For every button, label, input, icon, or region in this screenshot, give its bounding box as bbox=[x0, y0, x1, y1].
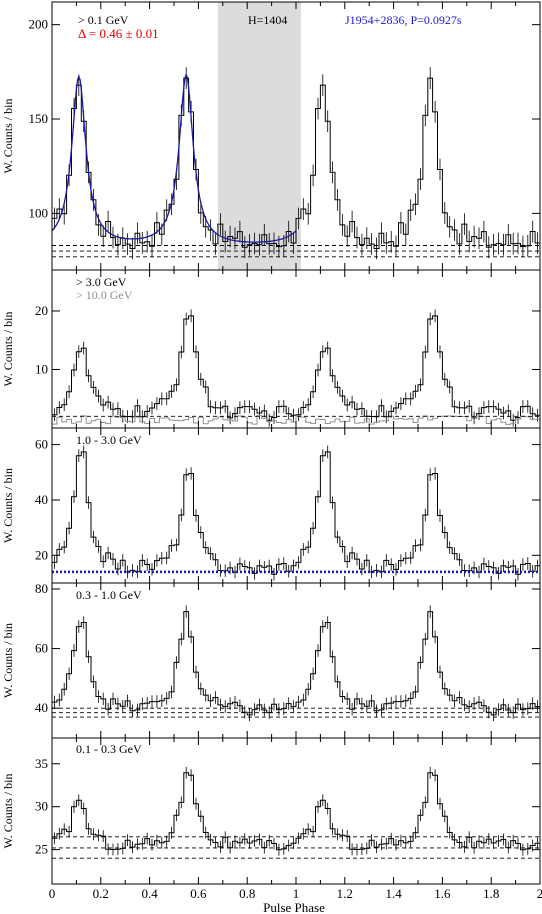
x-tick-label: 0 bbox=[49, 886, 56, 901]
x-tick-label: 1.6 bbox=[434, 886, 451, 901]
y-tick-label: 60 bbox=[35, 437, 48, 452]
y-axis-title: W. Counts / bin bbox=[1, 623, 15, 698]
pulsar-label: J1954+2836, P=0.0927s bbox=[345, 13, 462, 27]
energy-label-lowest: 0.1 - 0.3 GeV bbox=[76, 742, 142, 756]
y-tick-label: 40 bbox=[35, 492, 48, 507]
y-tick-label: 20 bbox=[35, 303, 48, 318]
panel-frame bbox=[51, 427, 541, 584]
x-tick-label: 0.4 bbox=[141, 886, 158, 901]
y-tick-label: 200 bbox=[29, 17, 49, 32]
x-tick-label: 2 bbox=[537, 886, 542, 901]
y-tick-label: 150 bbox=[29, 111, 49, 126]
panel-1: 100 150 200 W. Counts / bin bbox=[1, 1, 541, 271]
y-tick-label: 20 bbox=[35, 547, 48, 562]
panel-5: 25 30 35 W. Counts / bin bbox=[1, 737, 541, 885]
energy-label-hi1: > 3.0 GeV bbox=[76, 275, 127, 289]
panel-2: 10 20 W. Counts / bin bbox=[1, 269, 541, 429]
fit-curve bbox=[51, 72, 297, 243]
y-tick-label: 100 bbox=[29, 205, 49, 220]
x-tick-label: 0.2 bbox=[93, 886, 109, 901]
panel-frame bbox=[51, 737, 541, 885]
histogram-series bbox=[52, 451, 540, 575]
offpulse-region bbox=[217, 2, 301, 270]
y-tick-label: 30 bbox=[35, 799, 48, 814]
x-tick-label: 0.6 bbox=[190, 886, 207, 901]
panel-frame bbox=[51, 582, 541, 739]
y-axis-title: W. Counts / bin bbox=[1, 312, 15, 387]
y-axis-title: W. Counts / bin bbox=[1, 468, 15, 543]
delta-label: Δ = 0.46 ± 0.01 bbox=[78, 26, 159, 41]
y-tick-label: 60 bbox=[35, 641, 48, 656]
y-axis-title: W. Counts / bin bbox=[1, 99, 15, 174]
x-tick-label: 1.4 bbox=[385, 886, 402, 901]
histogram-series bbox=[52, 772, 540, 851]
x-tick-label: 0.8 bbox=[239, 886, 255, 901]
htest-label: H=1404 bbox=[248, 13, 287, 27]
x-tick-label: 1 bbox=[293, 886, 300, 901]
energy-label-mid: 1.0 - 3.0 GeV bbox=[76, 433, 142, 447]
y-tick-label: 25 bbox=[35, 842, 48, 857]
histogram-series bbox=[52, 315, 540, 421]
y-tick-label: 35 bbox=[35, 756, 48, 771]
panel-3: 20 40 60 W. Counts / bin bbox=[1, 427, 541, 584]
energy-label-hi2: > 10.0 GeV bbox=[76, 288, 133, 302]
y-axis-title: W. Counts / bin bbox=[1, 774, 15, 849]
histogram-series bbox=[52, 611, 540, 716]
panel-4: 40 60 80 W. Counts / bin bbox=[1, 581, 541, 739]
y-tick-label: 80 bbox=[35, 581, 48, 596]
energy-label-top: > 0.1 GeV bbox=[78, 13, 129, 27]
y-tick-label: 10 bbox=[35, 361, 48, 376]
energy-label-low: 0.3 - 1.0 GeV bbox=[76, 588, 142, 602]
x-tick-label: 1.2 bbox=[337, 886, 353, 901]
x-axis-title: Pulse Phase bbox=[263, 900, 325, 914]
x-tick-label: 1.8 bbox=[483, 886, 499, 901]
y-tick-label: 40 bbox=[35, 700, 48, 715]
